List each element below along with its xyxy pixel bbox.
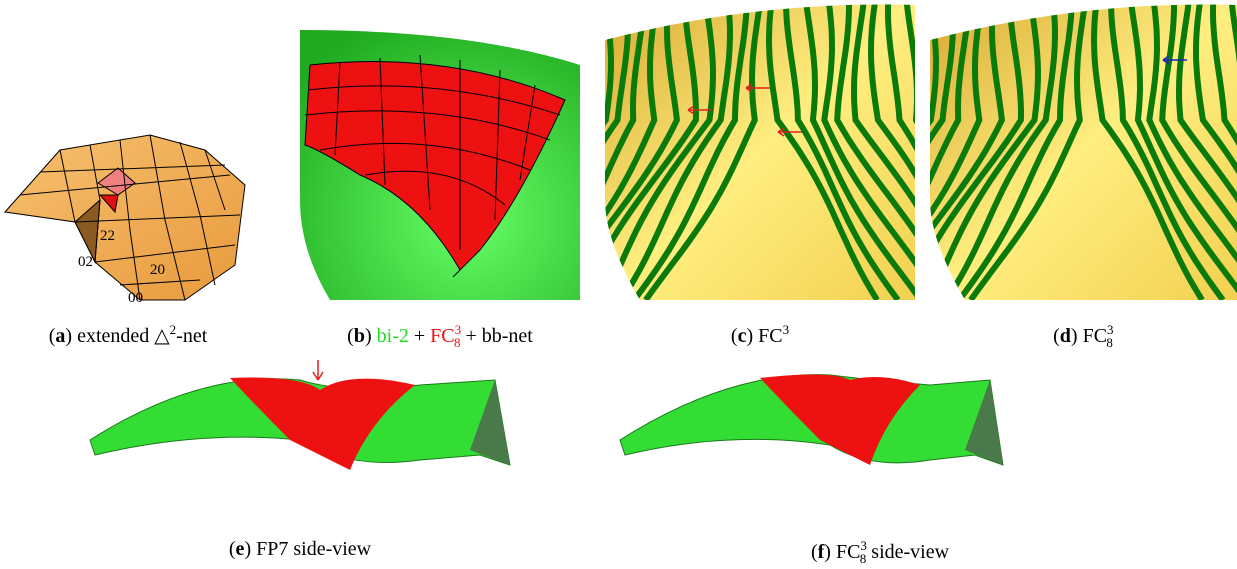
caption: (b) bi-2 + FC38 + bb-net <box>347 322 533 351</box>
panel-a-image <box>5 135 245 300</box>
caption-text: FC <box>430 325 454 347</box>
caption-text: ) <box>365 325 377 347</box>
net-label: 22 <box>100 228 115 244</box>
net-label: 20 <box>150 262 165 278</box>
figure: 22 20 02 00 (a) extended △2-net (b) bi-2 … <box>0 0 1237 569</box>
figure-images: 22 20 02 00 <box>0 0 1237 569</box>
caption-text: b <box>354 325 365 347</box>
caption-text: 8 <box>1106 335 1113 350</box>
panel-f-image <box>620 374 1003 465</box>
caption-text: ( <box>229 538 236 560</box>
caption-text: ( <box>811 541 818 563</box>
caption-text: ( <box>49 325 56 347</box>
caption-text: 3 <box>783 322 790 337</box>
caption-text: + <box>409 325 430 347</box>
caption: (e) FP7 side-view <box>229 538 371 561</box>
caption: (f) FC38 side-view <box>811 538 949 567</box>
panel-b-image <box>300 30 580 300</box>
caption-text: ) extended △ <box>65 325 169 347</box>
caption-text: ( <box>731 325 738 347</box>
caption-text: + bb-net <box>460 325 532 347</box>
caption-text: c <box>738 325 747 347</box>
caption-text: bi-2 <box>377 325 409 347</box>
caption-text: ( <box>1053 325 1060 347</box>
caption-text: ( <box>347 325 354 347</box>
caption-text: ) FC <box>746 325 782 347</box>
caption: (c) FC3 <box>731 322 789 348</box>
caption: (d) FC38 <box>1053 322 1113 351</box>
caption-text: a <box>55 325 65 347</box>
net-label: 02 <box>78 254 93 270</box>
caption-text: e <box>236 538 245 560</box>
caption-text: side-view <box>866 541 949 563</box>
caption-text: ) FC <box>824 541 860 563</box>
caption: (a) extended △2-net <box>49 322 208 348</box>
caption-text: d <box>1060 325 1071 347</box>
net-label: 00 <box>128 290 143 306</box>
caption-text: ) FP7 side-view <box>244 538 371 560</box>
panel-e-image <box>90 360 510 470</box>
caption-text: -net <box>176 325 207 347</box>
caption-text: ) FC <box>1071 325 1107 347</box>
